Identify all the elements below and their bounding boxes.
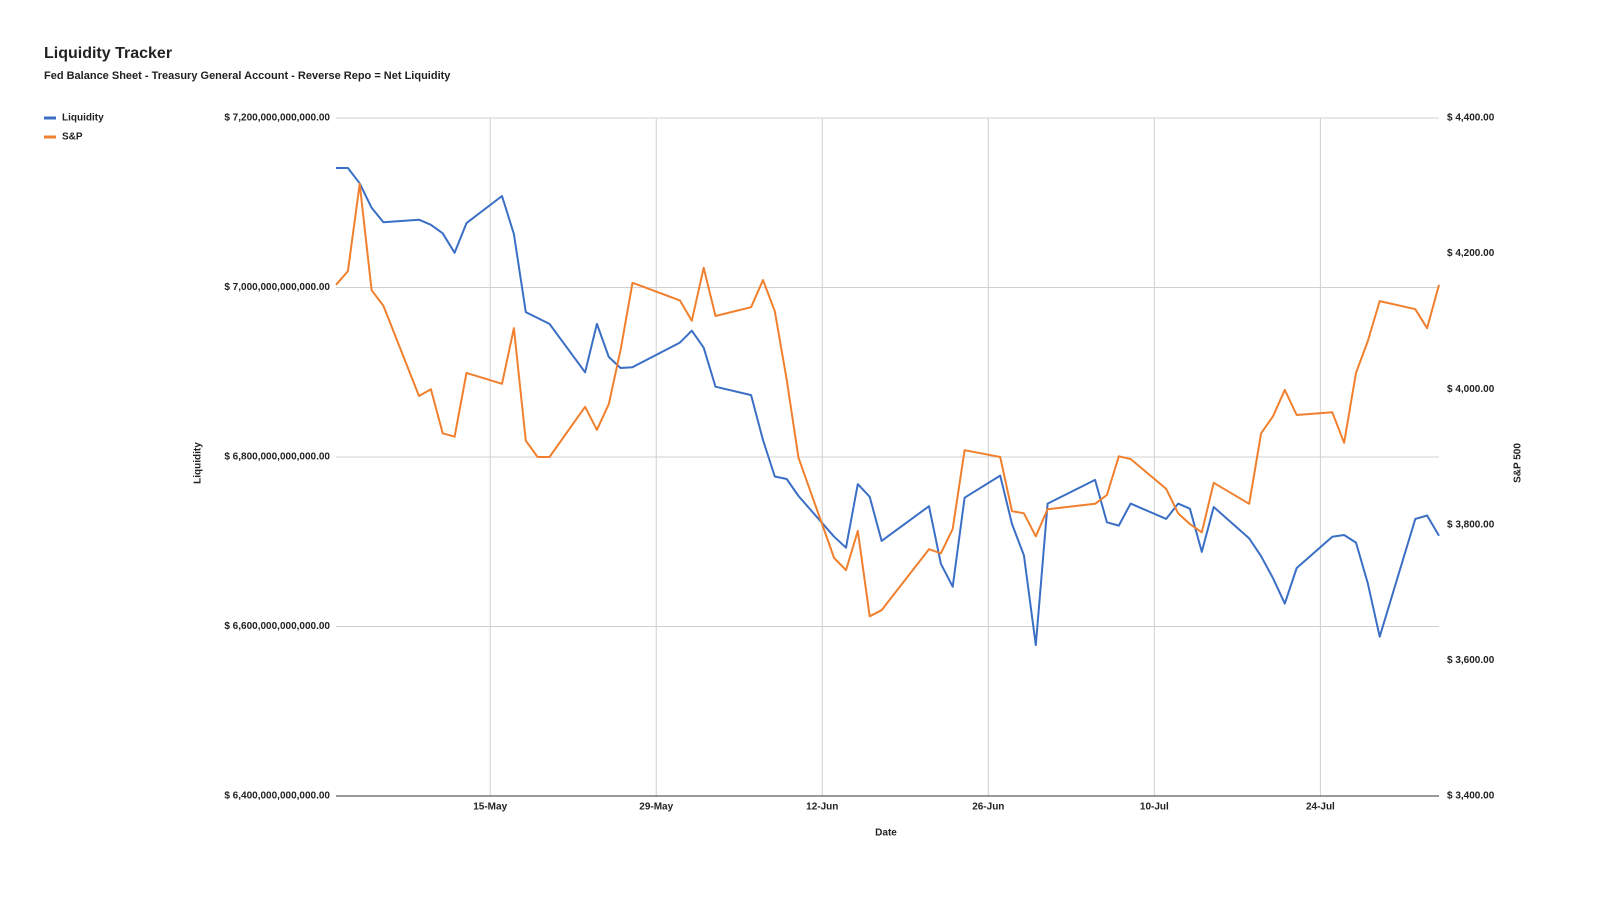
x-tick-label: 29-May — [639, 802, 673, 813]
chart-subtitle: Fed Balance Sheet - Treasury General Acc… — [44, 70, 451, 82]
y-axis-title: Liquidity — [193, 442, 204, 484]
y-tick-label: $ 7,200,000,000,000.00 — [224, 113, 330, 124]
y-tick-label: $ 6,400,000,000,000.00 — [224, 791, 330, 802]
x-axis-title: Date — [875, 828, 897, 839]
y-tick-label: $ 6,800,000,000,000.00 — [224, 452, 330, 463]
y-tick-label: $ 7,000,000,000,000.00 — [224, 282, 330, 293]
y2-tick-label: $ 3,800.00 — [1447, 519, 1495, 530]
chart-title: Liquidity Tracker — [44, 45, 172, 62]
x-tick-label: 24-Jul — [1306, 802, 1335, 813]
series-line — [336, 167, 1440, 647]
x-tick-label: 26-Jun — [972, 802, 1004, 813]
y2-axis-title: S&P 500 — [1513, 443, 1524, 483]
y2-tick-label: $ 4,200.00 — [1447, 248, 1495, 259]
x-tick-label: 10-Jul — [1140, 802, 1169, 813]
y2-tick-label: $ 4,000.00 — [1447, 384, 1495, 395]
series-line — [335, 182, 1440, 618]
x-tick-label: 15-May — [473, 802, 507, 813]
y2-tick-label: $ 3,400.00 — [1447, 791, 1495, 802]
y-tick-label: $ 6,600,000,000,000.00 — [224, 621, 330, 632]
y2-tick-label: $ 3,600.00 — [1447, 655, 1495, 666]
legend-label: S&P — [62, 132, 83, 143]
x-tick-label: 12-Jun — [806, 802, 838, 813]
legend-label: Liquidity — [62, 113, 104, 124]
y2-tick-label: $ 4,400.00 — [1447, 113, 1495, 124]
